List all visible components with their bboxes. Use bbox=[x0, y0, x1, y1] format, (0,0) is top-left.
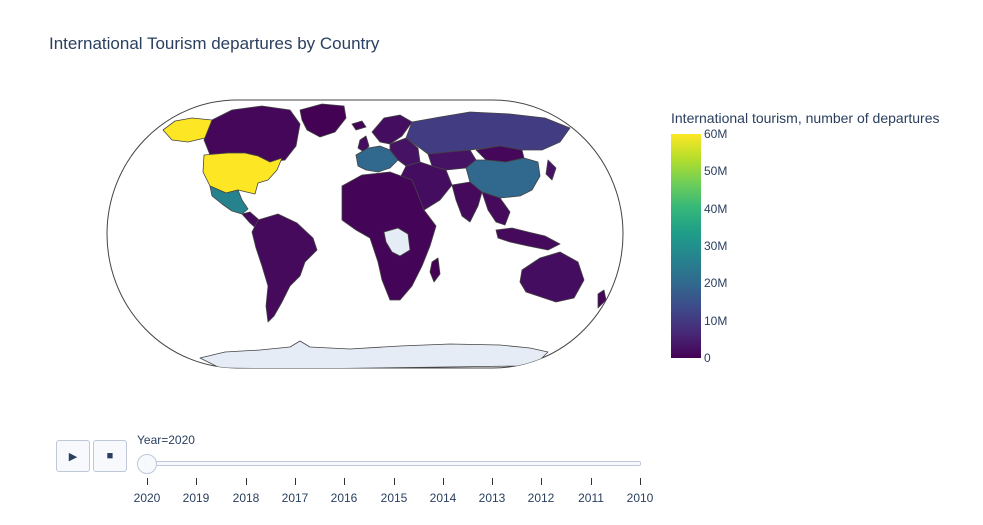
colorbar-title: International tourism, number of departu… bbox=[671, 110, 940, 126]
year-tick-label[interactable]: 2018 bbox=[232, 491, 260, 505]
colorbar-tick-label: 0 bbox=[704, 351, 711, 365]
year-tick-label[interactable]: 2012 bbox=[527, 491, 555, 505]
year-tick-label[interactable]: 2019 bbox=[182, 491, 210, 505]
colorbar-gradient bbox=[671, 134, 701, 358]
region-madagascar[interactable] bbox=[429, 257, 441, 283]
region-mexico[interactable] bbox=[209, 185, 249, 215]
region-western-europe[interactable] bbox=[355, 145, 399, 173]
play-button[interactable]: ▶ bbox=[56, 440, 90, 472]
slider-current-value: Year=2020 bbox=[137, 433, 195, 447]
year-tick-label[interactable]: 2017 bbox=[281, 491, 309, 505]
region-antarctica[interactable] bbox=[199, 340, 549, 369]
region-indonesia[interactable] bbox=[495, 227, 561, 251]
year-tick-mark bbox=[394, 478, 395, 485]
year-tick-mark bbox=[541, 478, 542, 485]
year-tick-mark bbox=[443, 478, 444, 485]
region-australia[interactable] bbox=[519, 251, 585, 303]
year-tick-mark bbox=[246, 478, 247, 485]
colorbar-tick-label: 60M bbox=[704, 127, 728, 141]
region-new-zealand[interactable] bbox=[597, 289, 607, 309]
year-tick-label[interactable]: 2016 bbox=[330, 491, 358, 505]
year-tick-label[interactable]: 2013 bbox=[478, 491, 506, 505]
chart-title: International Tourism departures by Coun… bbox=[49, 34, 380, 53]
year-tick-mark bbox=[344, 478, 345, 485]
colorbar-tick-label: 10M bbox=[704, 313, 728, 328]
region-iceland[interactable] bbox=[351, 120, 367, 131]
colorbar-tick-label: 20M bbox=[704, 276, 728, 291]
year-tick-mark bbox=[295, 478, 296, 485]
play-icon: ▶ bbox=[68, 450, 78, 463]
region-india[interactable] bbox=[451, 181, 483, 223]
colorbar-tick-label: 30M bbox=[704, 239, 728, 253]
year-slider-handle[interactable] bbox=[137, 454, 157, 474]
year-tick-mark bbox=[591, 478, 592, 485]
region-japan[interactable] bbox=[545, 159, 557, 181]
year-slider-rail[interactable] bbox=[146, 461, 641, 466]
region-south-america[interactable] bbox=[251, 213, 318, 323]
year-tick-label[interactable]: 2020 bbox=[133, 491, 161, 505]
region-southeast-asia[interactable] bbox=[481, 191, 511, 226]
stop-icon: ■ bbox=[106, 450, 114, 462]
year-tick-label[interactable]: 2014 bbox=[429, 491, 457, 505]
year-tick-mark bbox=[196, 478, 197, 485]
year-tick-label[interactable]: 2011 bbox=[578, 491, 604, 505]
colorbar-tick-label: 40M bbox=[704, 201, 728, 216]
year-tick-mark bbox=[492, 478, 493, 485]
region-scandinavia[interactable] bbox=[371, 114, 413, 145]
region-dr-congo[interactable] bbox=[383, 227, 411, 257]
stop-button[interactable]: ■ bbox=[93, 440, 127, 472]
year-tick-label[interactable]: 2015 bbox=[380, 491, 408, 505]
year-tick-mark bbox=[640, 478, 641, 485]
year-tick-label[interactable]: 2010 bbox=[626, 491, 654, 505]
year-tick-mark bbox=[147, 478, 148, 485]
region-greenland[interactable] bbox=[299, 103, 347, 138]
colorbar-tick-label: 50M bbox=[704, 164, 728, 179]
